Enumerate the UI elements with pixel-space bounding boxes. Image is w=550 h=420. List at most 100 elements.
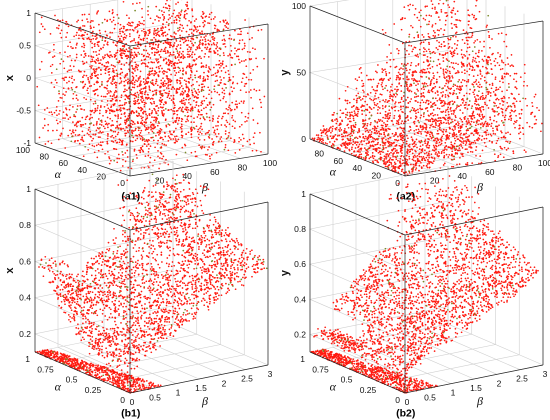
data-point <box>219 76 221 78</box>
data-point <box>109 36 111 38</box>
data-point <box>474 57 477 60</box>
data-point <box>202 25 205 28</box>
data-point <box>388 109 391 112</box>
data-point <box>503 40 506 43</box>
data-point <box>453 23 456 26</box>
data-point <box>478 90 480 93</box>
data-point <box>503 116 506 119</box>
data-point <box>215 44 218 46</box>
data-point <box>477 137 480 139</box>
data-point <box>393 93 395 96</box>
data-point <box>236 82 239 85</box>
data-point <box>86 89 89 92</box>
data-point <box>212 18 215 20</box>
data-point <box>203 36 206 39</box>
data-point <box>136 2 138 5</box>
data-point <box>93 90 96 92</box>
data-point <box>468 62 471 65</box>
data-point <box>322 131 325 134</box>
data-point <box>213 88 215 91</box>
data-point <box>171 15 173 18</box>
data-point <box>167 123 170 125</box>
data-point <box>520 109 523 111</box>
data-point <box>138 77 141 79</box>
data-point <box>429 101 432 104</box>
data-point <box>436 99 439 102</box>
data-point <box>54 14 56 17</box>
data-point <box>164 34 167 37</box>
data-point <box>142 78 145 80</box>
data-point <box>184 102 186 104</box>
data-point <box>128 50 130 53</box>
data-point <box>485 86 488 89</box>
data-point <box>96 107 99 109</box>
data-point <box>123 52 126 55</box>
data-point <box>214 133 217 135</box>
data-point <box>99 85 101 88</box>
data-point <box>122 27 125 30</box>
data-point <box>428 154 430 157</box>
data-point <box>488 99 491 102</box>
data-point <box>97 77 99 80</box>
data-point <box>124 102 126 104</box>
data-point <box>87 129 90 131</box>
data-point <box>150 123 153 126</box>
data-point <box>119 23 122 26</box>
data-point <box>172 113 175 115</box>
data-point <box>144 90 147 92</box>
data-point <box>235 49 238 52</box>
data-point <box>361 98 364 100</box>
data-point <box>215 135 218 138</box>
data-point <box>132 121 135 124</box>
data-point <box>371 155 374 158</box>
data-point <box>491 84 494 86</box>
data-point <box>506 141 509 143</box>
data-point <box>77 134 79 137</box>
data-point <box>393 23 396 25</box>
data-point <box>352 132 355 134</box>
data-point <box>342 135 345 138</box>
data-point <box>166 71 168 73</box>
data-point <box>136 66 138 69</box>
data-point <box>190 71 193 73</box>
data-point <box>502 114 504 117</box>
data-point <box>405 67 407 70</box>
data-point <box>490 68 493 71</box>
data-point <box>194 76 197 79</box>
data-point <box>126 23 129 26</box>
data-point <box>216 91 219 94</box>
data-point <box>381 68 384 70</box>
data-point <box>121 57 123 59</box>
data-point <box>499 55 501 58</box>
data-point <box>178 88 181 90</box>
data-point <box>504 136 506 139</box>
data-point <box>515 80 518 83</box>
data-point <box>229 107 232 110</box>
data-point <box>155 119 158 122</box>
data-point <box>385 146 387 149</box>
data-point <box>142 28 145 31</box>
data-point <box>89 65 91 68</box>
data-point <box>515 87 518 90</box>
data-point <box>94 102 97 105</box>
data-point <box>476 113 479 116</box>
data-point <box>82 25 84 27</box>
data-point <box>86 33 89 36</box>
data-point <box>222 66 225 69</box>
data-point <box>487 93 489 95</box>
data-point <box>393 161 396 164</box>
data-point <box>174 138 177 140</box>
data-point <box>459 127 462 130</box>
data-point <box>161 71 164 73</box>
data-point <box>514 106 516 108</box>
data-point <box>154 116 156 119</box>
data-point <box>190 121 193 123</box>
data-point <box>445 148 448 151</box>
data-point <box>202 76 205 78</box>
data-point <box>255 57 257 60</box>
data-point <box>169 53 172 56</box>
data-point <box>366 103 369 106</box>
data-point <box>163 113 165 115</box>
data-point <box>425 156 428 159</box>
data-point <box>500 120 503 122</box>
